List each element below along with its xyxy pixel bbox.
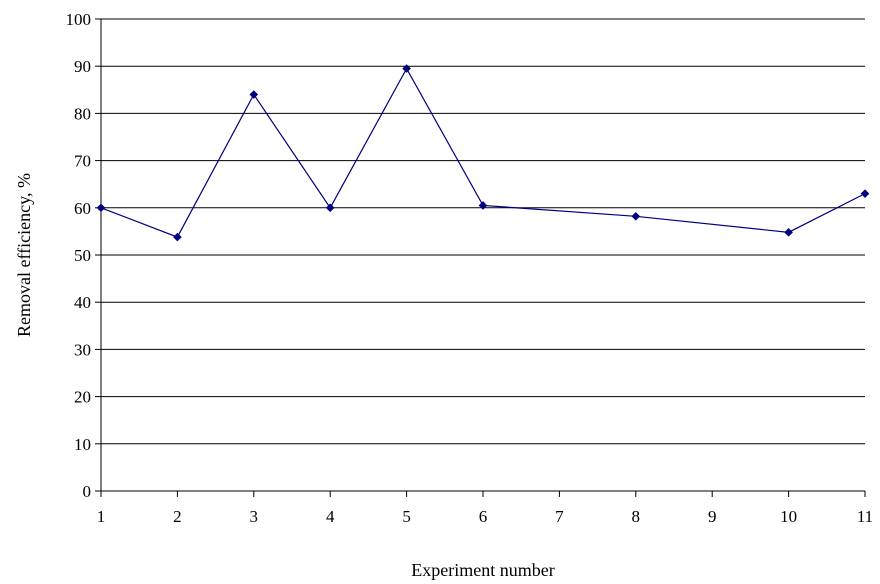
- data-point: [173, 232, 182, 242]
- y-tick-label: 100: [66, 10, 92, 29]
- y-tick-label: 50: [74, 246, 91, 265]
- x-tick-label: 6: [479, 507, 488, 526]
- y-tick-label: 0: [83, 482, 92, 501]
- series-layer: [96, 64, 870, 242]
- x-tick-label: 9: [708, 507, 717, 526]
- horizontal-gridlines: [101, 18, 865, 445]
- y-axis-ticks: 0 10 20 30 40 50 60 70 80 90 100: [66, 10, 101, 501]
- y-tick-label: 30: [74, 340, 91, 359]
- x-tick-label: 2: [173, 507, 182, 526]
- data-point: [325, 203, 335, 213]
- y-axis-title: Removal efficiency, %: [14, 173, 34, 337]
- data-point: [249, 90, 259, 99]
- x-tick-label: 10: [780, 507, 797, 526]
- x-tick-label: 1: [97, 507, 106, 526]
- x-tick-label: 8: [632, 507, 641, 526]
- y-tick-label: 70: [74, 152, 91, 171]
- y-tick-label: 90: [74, 57, 91, 76]
- data-point: [96, 203, 106, 213]
- data-point: [784, 228, 793, 237]
- y-tick-label: 60: [74, 199, 91, 218]
- x-tick-label: 3: [250, 507, 259, 526]
- series-line: [100, 67, 866, 238]
- x-tick-label: 4: [326, 507, 335, 526]
- data-point: [860, 189, 870, 198]
- y-tick-label: 40: [74, 293, 91, 312]
- x-tick-label: 7: [555, 507, 564, 526]
- x-axis-ticks: 1 2 3 4 5 6 7 8 9 10 11: [97, 491, 873, 526]
- x-tick-label: 5: [402, 507, 411, 526]
- x-tick-label: 11: [857, 507, 873, 526]
- data-point: [631, 211, 641, 221]
- y-tick-label: 20: [74, 388, 91, 407]
- data-point: [402, 64, 411, 73]
- y-tick-label: 80: [74, 104, 91, 123]
- data-point: [478, 201, 488, 210]
- x-axis-title: Experiment number: [411, 560, 554, 580]
- y-tick-label: 10: [74, 435, 91, 454]
